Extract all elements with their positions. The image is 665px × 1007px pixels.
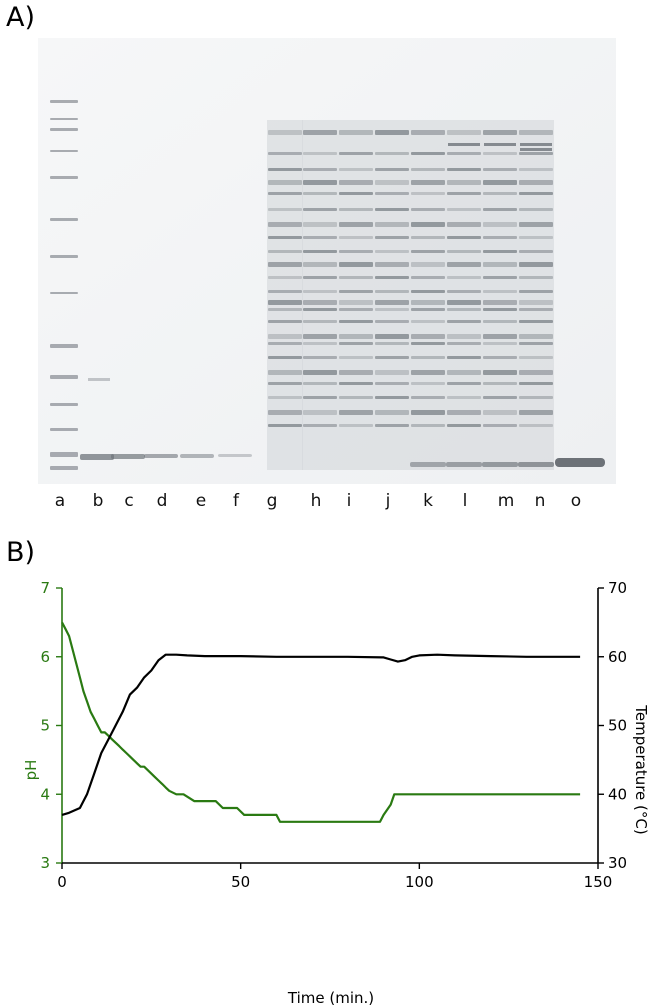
y-axis-left-label: pH (22, 760, 40, 781)
lane-label-f: f (233, 491, 239, 511)
lane-label-j: j (385, 491, 391, 511)
x-tick-label: 150 (584, 873, 613, 891)
ph-series-line (61, 621, 581, 823)
y-right-tick-label: 30 (608, 854, 627, 872)
x-tick-label: 100 (405, 873, 434, 891)
y-right-tick-label: 40 (608, 785, 627, 803)
x-axis-label: Time (min.) (287, 989, 374, 1007)
lane-label-n: n (534, 491, 546, 511)
y-left-tick-label: 6 (40, 648, 50, 666)
lane-label-l: l (462, 491, 468, 511)
panel-a-label: A) (6, 2, 36, 33)
lane-label-k: k (423, 491, 433, 511)
x-tick-label: 0 (57, 873, 67, 891)
lane-label-e: e (195, 491, 207, 511)
y-left-tick-label: 4 (40, 785, 50, 803)
lane-label-a: a (54, 491, 66, 511)
y-left-tick-label: 7 (40, 579, 50, 597)
y-right-tick-label: 60 (608, 648, 627, 666)
gel-image (38, 38, 616, 484)
panel-b-label: B) (6, 537, 36, 568)
y-right-tick-label: 50 (608, 717, 627, 735)
lane-label-g: g (266, 491, 278, 511)
lane-label-i: i (346, 491, 352, 511)
lane-label-o: o (570, 491, 582, 511)
y-right-tick-label: 70 (608, 579, 627, 597)
lane-label-h: h (310, 491, 322, 511)
lane-label-c: c (124, 491, 134, 511)
lane-label-d: d (156, 491, 168, 511)
y-axis-right-label: Temperature (°C) (632, 704, 650, 834)
y-left-tick-label: 3 (40, 854, 50, 872)
y-left-tick-label: 5 (40, 717, 50, 735)
lane-label-b: b (92, 491, 104, 511)
x-tick-label: 50 (231, 873, 250, 891)
lane-label-m: m (497, 491, 515, 511)
temperature-series-line (61, 653, 581, 816)
